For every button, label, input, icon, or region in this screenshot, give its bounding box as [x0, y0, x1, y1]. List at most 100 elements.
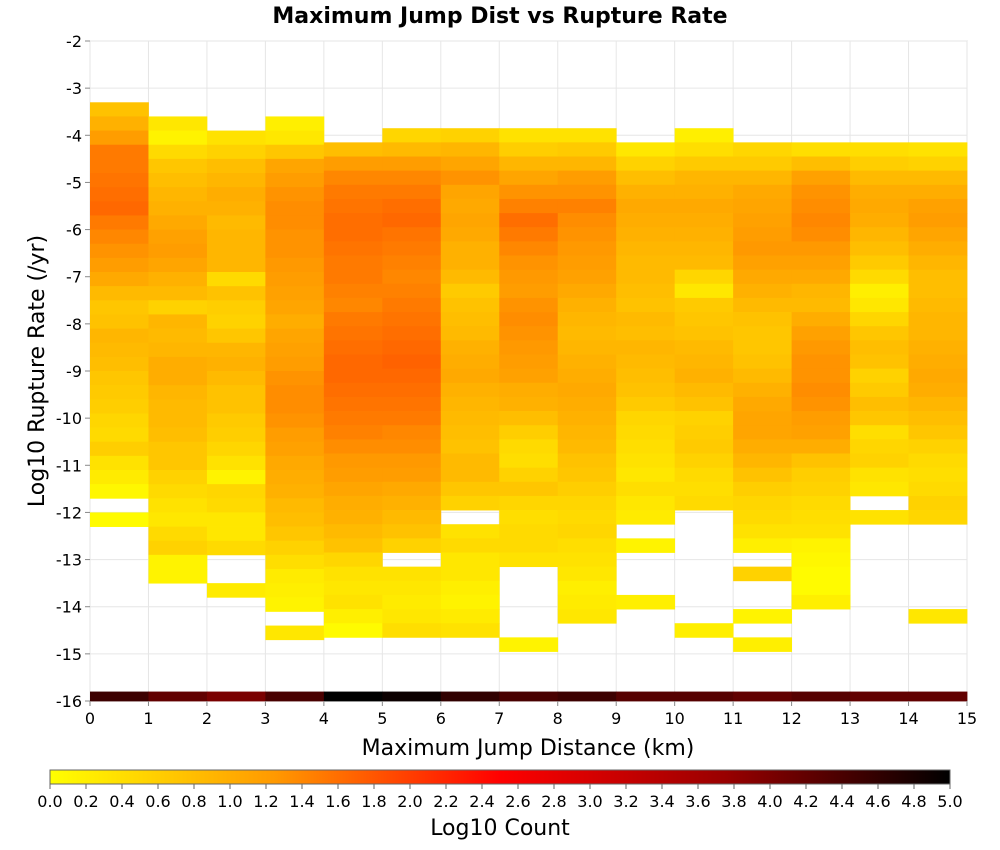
y-tick-label: -10	[56, 409, 82, 428]
heatmap-cell	[791, 255, 851, 271]
heatmap-cell	[382, 510, 442, 525]
heatmap-cell	[148, 691, 208, 702]
heatmap-cell	[674, 170, 734, 186]
y-tick-label: -5	[66, 173, 82, 192]
heatmap-cell	[90, 300, 149, 315]
heatmap-cell	[206, 470, 266, 485]
heatmap-cell	[557, 269, 617, 285]
heatmap-cell	[323, 213, 383, 228]
heatmap-cell	[674, 269, 734, 285]
heatmap-cell	[908, 354, 968, 370]
heatmap-cell	[557, 453, 617, 469]
heatmap-cell	[791, 691, 851, 702]
heatmap-cell	[674, 198, 734, 214]
heatmap-cell	[616, 326, 676, 341]
heatmap-cell	[850, 142, 909, 157]
colorbar-tick-label: 2.4	[469, 792, 494, 811]
heatmap-cell	[557, 312, 617, 327]
heatmap-cell	[499, 425, 559, 440]
heatmap-cell	[850, 396, 909, 412]
heatmap-cell	[791, 467, 851, 483]
x-tick-label: 7	[494, 709, 504, 728]
heatmap-cell	[90, 328, 149, 344]
heatmap-cell	[440, 425, 500, 440]
colorbar-tick-label: 3.6	[685, 792, 710, 811]
heatmap-cell	[440, 340, 500, 355]
heatmap-cell	[323, 283, 383, 299]
heatmap-cell	[206, 272, 266, 287]
heatmap-cell	[616, 213, 676, 228]
heatmap-cell	[499, 156, 559, 172]
heatmap-cell	[616, 439, 676, 454]
heatmap-cell	[323, 453, 383, 469]
heatmap-cell	[265, 116, 325, 131]
heatmap-cell	[850, 156, 909, 172]
heatmap-cell	[206, 229, 266, 245]
heatmap-cell	[908, 213, 968, 228]
heatmap-cell	[557, 354, 617, 370]
heatmap-cell	[323, 524, 383, 539]
heatmap-cell	[850, 368, 909, 384]
heatmap-cell	[206, 427, 266, 443]
y-tick-label: -11	[56, 456, 82, 475]
heatmap-cell	[557, 609, 617, 624]
heatmap-cell	[616, 467, 676, 483]
heatmap-cell	[265, 130, 325, 146]
heatmap-cell	[616, 297, 676, 313]
heatmap-cell	[148, 441, 208, 457]
heatmap-cell	[265, 484, 325, 499]
heatmap-cell	[382, 156, 442, 172]
heatmap-cell	[791, 283, 851, 299]
heatmap-cell	[499, 213, 559, 228]
heatmap-cell	[382, 425, 442, 440]
heatmap-cell	[440, 594, 500, 610]
colorbar-tick-label: 2.2	[433, 792, 458, 811]
x-tick-label: 5	[377, 709, 387, 728]
heatmap-cell	[616, 198, 676, 214]
heatmap-cell	[206, 484, 266, 499]
heatmap-cell	[265, 526, 325, 542]
heatmap-cell	[382, 354, 442, 370]
heatmap-cell	[616, 481, 676, 497]
heatmap-cell	[206, 498, 266, 513]
heatmap-cell	[499, 312, 559, 327]
y-tick-label: -12	[56, 503, 82, 522]
heatmap-cell	[908, 691, 968, 702]
heatmap-cell	[908, 198, 968, 214]
x-tick-label: 15	[957, 709, 977, 728]
heatmap-cell	[382, 580, 442, 596]
heatmap-cell	[90, 102, 149, 117]
heatmap-cell	[908, 495, 968, 511]
heatmap-cell	[674, 425, 734, 440]
heatmap-cell	[908, 396, 968, 412]
heatmap-cell	[265, 257, 325, 273]
heatmap-cell	[557, 425, 617, 440]
heatmap-cell	[440, 495, 500, 511]
heatmap-cell	[206, 314, 266, 329]
heatmap-cell	[499, 170, 559, 186]
heatmap-cell	[791, 170, 851, 186]
heatmap-cell	[791, 594, 851, 610]
chart-title: Maximum Jump Dist vs Rupture Rate	[272, 4, 727, 29]
heatmap-cell	[382, 170, 442, 186]
heatmap-cell	[148, 526, 208, 542]
heatmap-cell	[908, 297, 968, 313]
heatmap-cell	[733, 637, 792, 652]
heatmap-cell	[323, 691, 383, 702]
heatmap-cell	[90, 371, 149, 386]
heatmap-cell	[440, 396, 500, 412]
y-axis-ticks: -2 -3 -4 -5 -6 -7 -8 -9 -10 -11 -12 -13 -14 -15 -16	[56, 32, 90, 711]
heatmap-cell	[791, 156, 851, 172]
heatmap-cell	[323, 354, 383, 370]
heatmap-cell	[265, 243, 325, 259]
colorbar-tick-label: 3.4	[649, 792, 674, 811]
heatmap-cell	[90, 130, 149, 146]
y-tick-label: -6	[66, 221, 82, 240]
heatmap-cell	[733, 255, 792, 271]
heatmap-cell	[791, 552, 851, 568]
y-tick-label: -14	[56, 598, 82, 617]
heatmap-cell	[440, 453, 500, 469]
heatmap-cell	[148, 569, 208, 584]
heatmap-cell	[908, 510, 968, 525]
heatmap-cell	[850, 326, 909, 341]
